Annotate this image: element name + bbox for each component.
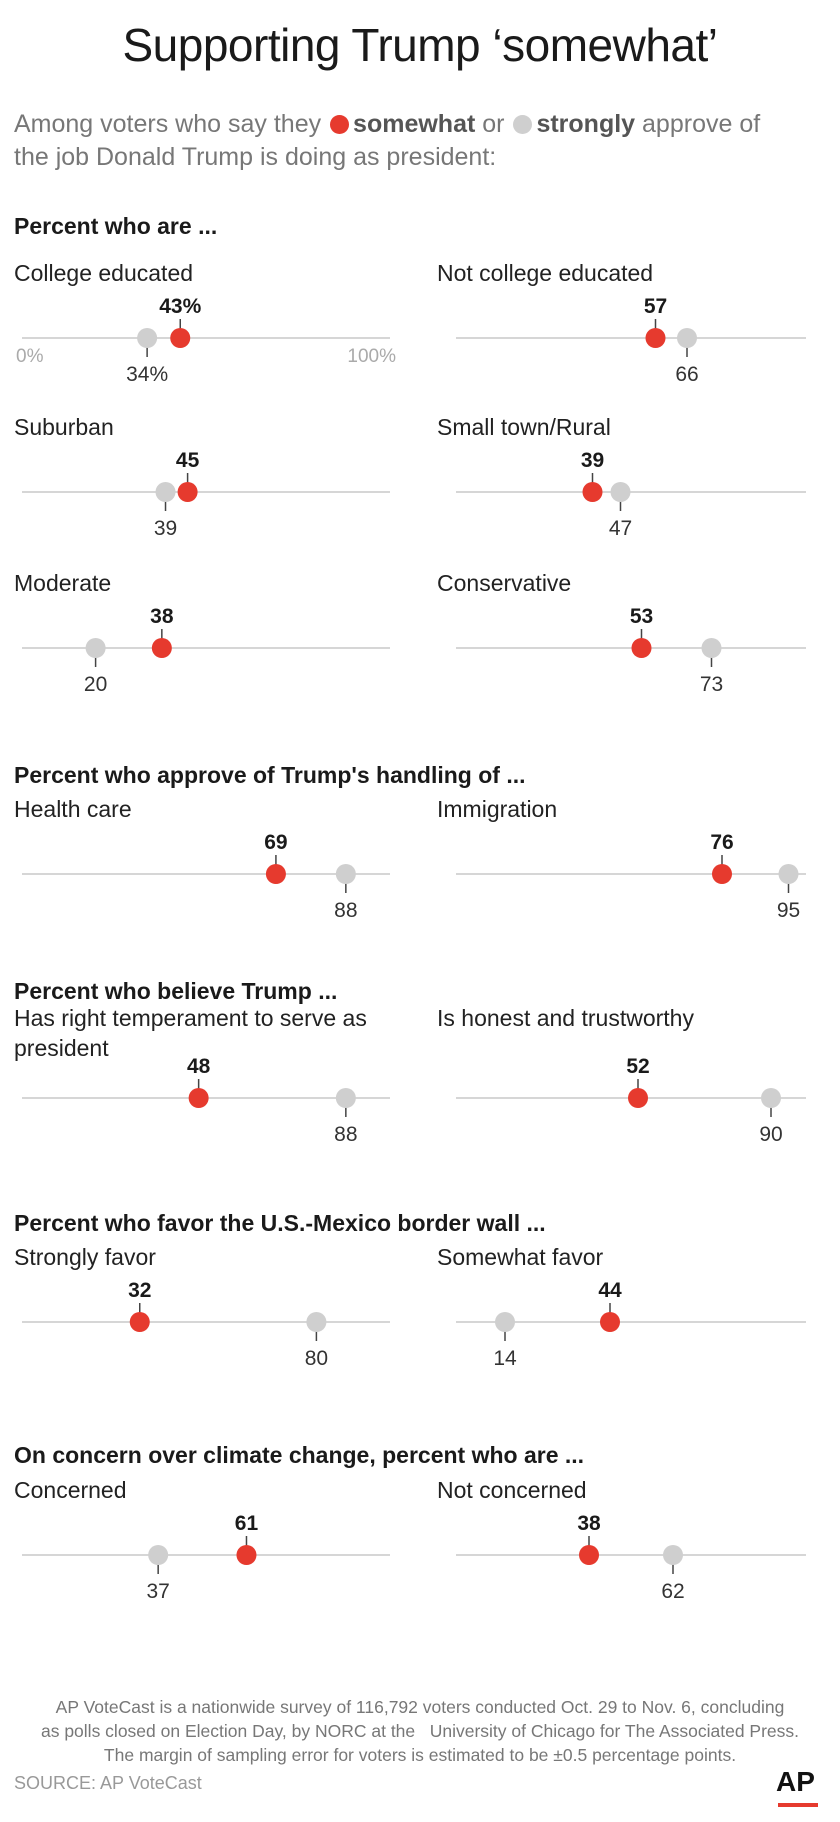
strongly-value-label: 95 — [777, 899, 800, 922]
subtitle-intro: Among voters who say they — [14, 110, 322, 138]
strongly-dot — [761, 1088, 781, 1108]
subtitle-line-2: the job Donald Trump is doing as preside… — [14, 143, 497, 171]
strongly-dot — [495, 1312, 515, 1332]
somewhat-value-label: 53 — [630, 605, 653, 628]
section-heading-border-wall: Percent who favor the U.S.-Mexico border… — [14, 1210, 546, 1236]
panel-label: Has right temperament to serve as presid… — [14, 1005, 367, 1061]
strongly-dot — [148, 1545, 169, 1565]
panel-label: Suburban — [14, 414, 114, 440]
strongly-value-label: 66 — [675, 363, 698, 386]
section-heading-trump-traits: Percent who believe Trump ... — [14, 978, 338, 1004]
panel-label: Immigration — [437, 796, 558, 822]
somewhat-dot — [628, 1088, 648, 1108]
panel-label: Somewhat favor — [437, 1244, 604, 1270]
somewhat-value-label: 61 — [235, 1512, 259, 1535]
legend-strongly-label: strongly — [536, 110, 636, 138]
strongly-dot — [155, 482, 176, 502]
strongly-dot — [137, 328, 158, 348]
subtitle-approve-of: approve of — [642, 110, 761, 138]
strongly-value-label: 80 — [305, 1347, 328, 1370]
somewhat-value-label: 52 — [626, 1055, 649, 1078]
somewhat-dot — [600, 1312, 620, 1332]
strongly-dot — [778, 864, 799, 884]
footnote-line-1: AP VoteCast is a nationwide survey of 11… — [55, 1697, 785, 1717]
somewhat-dot — [236, 1545, 257, 1565]
somewhat-value-label: 76 — [710, 831, 733, 854]
axis-max-label: 100% — [347, 346, 396, 367]
footnote-line-3: The margin of sampling error for voters … — [103, 1745, 737, 1765]
somewhat-dot — [188, 1088, 209, 1108]
strongly-value-label: 90 — [759, 1123, 782, 1146]
section-heading-issue-approval: Percent who approve of Trump's handling … — [14, 762, 526, 788]
strongly-value-label: 14 — [493, 1347, 517, 1370]
strongly-value-label: 88 — [334, 899, 357, 922]
axis-min-label: 0% — [16, 346, 44, 367]
strongly-value-label: 20 — [84, 673, 107, 696]
somewhat-value-label: 38 — [577, 1512, 601, 1535]
strongly-value-label: 88 — [334, 1123, 357, 1146]
strongly-dot — [85, 638, 106, 658]
somewhat-dot — [582, 482, 603, 502]
strongly-dot — [335, 1088, 356, 1108]
footnote: AP VoteCast is a nationwide survey of 11… — [14, 1695, 826, 1767]
strongly-dot — [677, 328, 697, 348]
somewhat-dot — [170, 328, 191, 348]
somewhat-dot — [712, 864, 732, 884]
somewhat-dot — [579, 1545, 599, 1565]
panel-label: Not concerned — [437, 1477, 587, 1503]
strongly-value-label: 37 — [146, 1580, 169, 1603]
strongly-dot — [610, 482, 631, 502]
strongly-dot — [306, 1312, 327, 1332]
strongly-value-label: 34% — [126, 363, 168, 386]
somewhat-dot — [129, 1312, 150, 1332]
subtitle: Among voters who say they somewhat or st… — [14, 108, 829, 174]
panel-label: Concerned — [14, 1477, 127, 1503]
ap-logo: AP — [776, 1766, 815, 1797]
subtitle-or: or — [482, 110, 505, 138]
panel-label: Conservative — [437, 570, 572, 596]
somewhat-value-label: 44 — [598, 1279, 622, 1302]
somewhat-dot — [177, 482, 198, 502]
source-credit: SOURCE: AP VoteCast — [14, 1773, 202, 1793]
somewhat-value-label: 32 — [128, 1279, 151, 1302]
panel-label: College educated — [14, 260, 194, 286]
strongly-value-label: 62 — [661, 1580, 684, 1603]
strongly-dot — [335, 864, 356, 884]
panel-label: Not college educated — [437, 260, 654, 286]
somewhat-dot — [631, 638, 652, 658]
strongly-legend-dot-icon — [513, 115, 533, 134]
somewhat-dot — [265, 864, 286, 884]
somewhat-value-label: 39 — [581, 449, 604, 472]
somewhat-value-label: 69 — [264, 831, 287, 854]
somewhat-value-label: 48 — [187, 1055, 211, 1078]
page-title: Supporting Trump ‘somewhat’ — [122, 19, 718, 71]
strongly-dot — [701, 638, 722, 658]
strongly-value-label: 47 — [609, 517, 632, 540]
section-heading-demographics: Percent who are ... — [14, 213, 218, 239]
strongly-dot — [663, 1545, 683, 1565]
section-heading-climate-change: On concern over climate change, percent … — [14, 1442, 585, 1468]
somewhat-value-label: 43% — [159, 295, 201, 318]
panel-label: Is honest and trustworthy — [437, 1005, 694, 1031]
somewhat-value-label: 57 — [644, 295, 667, 318]
panel-label: Strongly favor — [14, 1244, 156, 1270]
legend-somewhat-label: somewhat — [353, 110, 476, 138]
somewhat-dot — [645, 328, 666, 348]
somewhat-dot — [151, 638, 172, 658]
panel-label: Health care — [14, 796, 132, 822]
ap-logo-underline — [778, 1803, 818, 1807]
panel-label: Moderate — [14, 570, 112, 596]
somewhat-legend-dot-icon — [330, 115, 350, 134]
strongly-value-label: 39 — [154, 517, 177, 540]
panel-label: Small town/Rural — [437, 414, 611, 440]
footnote-line-2: as polls closed on Election Day, by NORC… — [40, 1721, 800, 1741]
strongly-value-label: 73 — [700, 673, 723, 696]
somewhat-value-label: 38 — [150, 605, 174, 628]
somewhat-value-label: 45 — [176, 449, 200, 472]
